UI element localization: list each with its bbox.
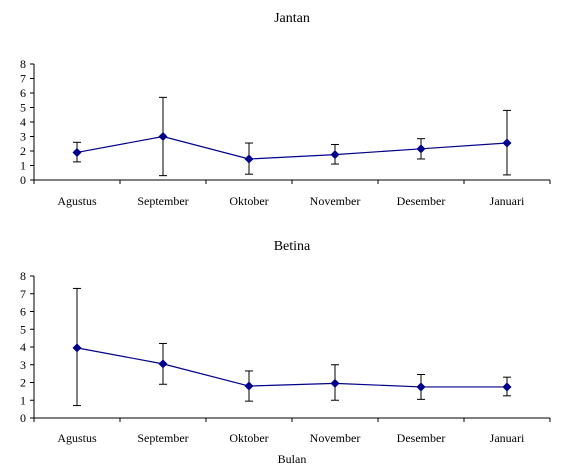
data-point-marker <box>158 359 168 369</box>
data-point-marker <box>72 147 82 157</box>
y-tick-label: 4 <box>20 115 26 129</box>
y-tick-label: 3 <box>20 130 26 144</box>
data-point-marker <box>416 144 426 154</box>
x-axis-title: Bulan <box>278 452 307 466</box>
y-tick-label: 3 <box>20 358 26 372</box>
y-tick-label: 7 <box>20 287 26 301</box>
y-tick-label: 0 <box>20 173 26 187</box>
chart-betina: Betina 0 1 2 3 4 5 6 7 8 Agustus September Oktober No… <box>20 239 551 466</box>
data-point-marker <box>72 343 82 353</box>
x-tick-label: September <box>137 431 188 445</box>
y-tick-label: 6 <box>20 86 26 100</box>
data-point-marker <box>244 381 254 391</box>
series-line <box>76 347 507 388</box>
y-tick-label: 8 <box>20 57 26 71</box>
y-tick-label: 1 <box>20 393 26 407</box>
data-point-marker <box>244 154 254 164</box>
x-tick-label: Agustus <box>57 431 97 445</box>
data-point-marker <box>502 138 512 148</box>
x-tick-label: Oktober <box>229 431 268 445</box>
x-tick-label: November <box>310 194 361 208</box>
x-tick-label: Januari <box>490 194 525 208</box>
x-tick-label: Oktober <box>229 194 268 208</box>
y-tick-label: 8 <box>20 269 26 283</box>
y-tick-label: 6 <box>20 305 26 319</box>
x-tick-label: Desember <box>397 194 446 208</box>
x-tick-label: September <box>137 194 188 208</box>
data-point-marker <box>330 378 340 388</box>
y-tick-label: 4 <box>20 340 26 354</box>
data-point-marker <box>502 382 512 392</box>
x-tick-label: Desember <box>397 431 446 445</box>
y-tick-label: 7 <box>20 72 26 86</box>
series-line <box>76 135 508 160</box>
y-tick-label: 2 <box>20 144 26 158</box>
chart-title: Jantan <box>274 11 310 26</box>
x-tick-label: Januari <box>490 431 525 445</box>
y-tick-label: 1 <box>20 159 26 173</box>
x-tick-label: Agustus <box>57 194 97 208</box>
data-point-marker <box>416 382 426 392</box>
y-tick-label: 5 <box>20 322 26 336</box>
data-point-marker <box>158 131 168 142</box>
y-tick-label: 5 <box>20 101 26 115</box>
chart-title: Betina <box>274 239 311 254</box>
x-tick-label: November <box>310 431 361 445</box>
y-tick-label: 0 <box>20 411 26 425</box>
data-point-marker <box>330 150 340 160</box>
y-tick-label: 2 <box>20 376 26 390</box>
